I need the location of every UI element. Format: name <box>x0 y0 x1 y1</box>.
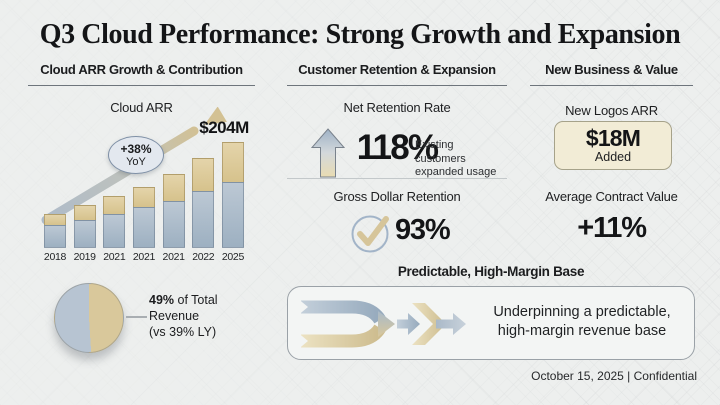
bar-segment-base <box>221 181 244 248</box>
section-cloud-arr: Cloud ARR Growth & Contribution Cloud AR… <box>28 62 255 397</box>
growth-badge-value: +38% <box>120 141 152 156</box>
bar-segment-base <box>103 213 126 248</box>
new-logos-value: $18M <box>585 125 641 151</box>
predictable-base-card: Underpinning a predictable, high-margin … <box>287 286 695 360</box>
bar-x-label: 2022 <box>192 251 215 263</box>
revenue-share-pie-chart <box>54 283 124 353</box>
bar-segment-growth <box>221 142 244 182</box>
bar-segment-base <box>192 191 215 248</box>
bar-x-label: 2021 <box>132 251 156 263</box>
bar-segment-base <box>132 207 155 248</box>
slide-title: Q3 Cloud Performance: Strong Growth and … <box>39 19 681 50</box>
section-retention: Customer Retention & Expansion Net Reten… <box>287 62 507 262</box>
predictable-base-text-line2: high-margin revenue base <box>497 323 667 339</box>
bar-x-label: 2021 <box>103 251 126 263</box>
bar-chart-title: Cloud ARR <box>110 100 173 115</box>
bar-2022-5 <box>192 158 215 248</box>
nrr-value: 118% <box>356 128 439 167</box>
bar-2021-2 <box>103 195 126 248</box>
section-predictable-base: Predictable, High-Margin Base <box>287 262 695 365</box>
bar-2018-0 <box>44 213 66 248</box>
bar-segment-base <box>44 224 66 248</box>
bar-2021-4 <box>162 173 185 248</box>
bar-x-label: 2019 <box>73 251 96 263</box>
nrr-note: Existing customers expanded usage <box>415 139 507 180</box>
arr-bar-chart-x-labels: 2018 2019 2021 2021 2021 2022 2025 <box>44 251 244 263</box>
bar-2021-3 <box>132 187 155 248</box>
section-header-new-business: New Business & Value <box>530 62 693 86</box>
predictable-base-header: Predictable, High-Margin Base <box>397 264 585 279</box>
bar-segment-growth <box>103 195 126 214</box>
pie-label: 49% of Total Revenue (vs 39% LY) <box>149 292 218 340</box>
growth-trend-arrow-icon <box>41 107 227 225</box>
pie-label-connector <box>126 316 147 318</box>
gdr-title: Gross Dollar Retention <box>333 189 461 204</box>
converging-arrows-icon <box>296 297 466 351</box>
section-header-cloud-arr: Cloud ARR Growth & Contribution <box>28 62 255 86</box>
pie-label-value: 49% <box>149 293 175 307</box>
bar-segment-growth <box>73 205 96 221</box>
bar-x-label: 2025 <box>221 251 245 263</box>
arr-bar-chart <box>44 142 244 248</box>
acv-title: Average Contract Value <box>545 189 678 204</box>
bar-segment-base <box>73 220 96 248</box>
pie-label-line3: (vs 39% LY) <box>149 325 217 339</box>
growth-badge-unit: YoY <box>126 155 146 168</box>
nrr-note-line1: Existing customers <box>415 139 466 165</box>
acv-value: +11% <box>577 212 647 244</box>
bar-chart-end-value: $204M <box>199 118 249 137</box>
section-header-retention: Customer Retention & Expansion <box>287 62 507 86</box>
bar-2025-6 <box>221 142 244 248</box>
up-arrow-icon <box>311 128 345 178</box>
nrr-title: Net Retention Rate <box>343 100 451 115</box>
bar-segment-growth <box>132 187 155 208</box>
section-new-business: New Business & Value New Logos ARR $18M … <box>530 62 693 262</box>
bar-segment-growth <box>162 173 185 201</box>
new-logos-title: New Logos ARR <box>565 103 658 118</box>
new-logos-value-card: $18M Added <box>554 121 672 170</box>
retention-divider <box>287 178 507 179</box>
footer-date-confidential: October 15, 2025 | Confidential <box>531 369 697 383</box>
bar-x-label: 2018 <box>43 251 67 263</box>
bar-2019-1 <box>73 205 96 248</box>
new-logos-sub: Added <box>594 150 632 164</box>
gdr-value: 93% <box>395 214 451 246</box>
bar-x-label: 2021 <box>162 251 185 263</box>
growth-badge: +38% YoY <box>108 136 164 174</box>
bar-segment-growth <box>192 158 215 192</box>
nrr-note-line2: expanded usage <box>415 166 497 178</box>
pie-label-line2: Revenue <box>149 309 200 323</box>
bar-segment-base <box>162 200 185 248</box>
pie-label-rest: of Total <box>174 293 218 307</box>
predictable-base-text: Underpinning a predictable, high-margin … <box>476 303 688 341</box>
bar-segment-growth <box>44 213 66 225</box>
predictable-base-text-line1: Underpinning a predictable, <box>493 304 671 320</box>
checkmark-circle-icon <box>351 215 389 253</box>
